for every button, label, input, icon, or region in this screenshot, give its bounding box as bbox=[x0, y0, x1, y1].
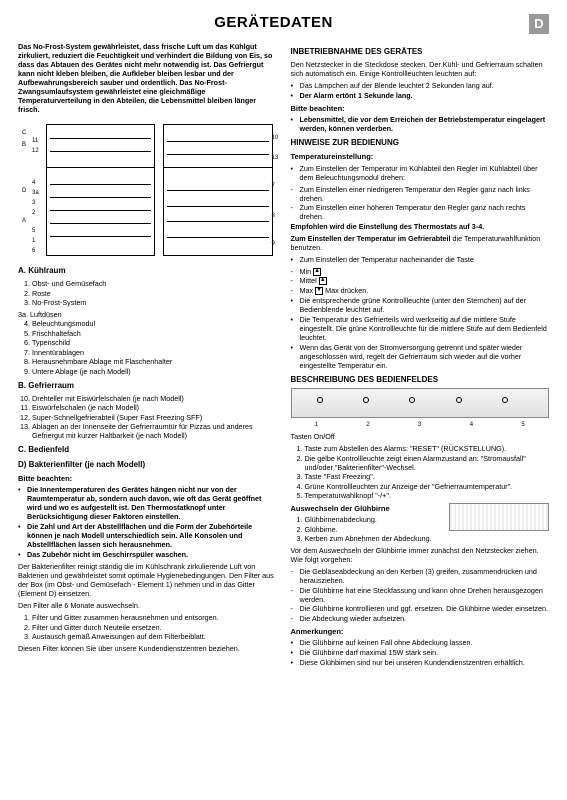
list-item: Zum Einstellen der Temperatur im Kühlabt… bbox=[291, 164, 550, 182]
list-item: Die Temperatur des Gefrierteils wird wer… bbox=[291, 315, 550, 342]
list-item: Eiswürfelschalen (je nach Modell) bbox=[32, 403, 277, 412]
tasten-h: Tasten On/Off bbox=[291, 432, 550, 441]
list-item: Mittel bbox=[291, 276, 550, 285]
list-item: Zum Einstellen einer niedrigeren Tempera… bbox=[291, 185, 550, 203]
list-item: Untere Ablage (je nach Modell) bbox=[32, 367, 277, 376]
list-item: Die Zahl und Art der Abstellflächen und … bbox=[18, 522, 277, 549]
list-item: Typenschild bbox=[32, 338, 277, 347]
filter-steps: Filter und Gitter zusammen herausnehmen … bbox=[18, 613, 277, 641]
section-a-heading: A. Kühlraum bbox=[18, 266, 277, 276]
list-item: Kerben zum Abnehmen der Abdeckung. bbox=[305, 534, 550, 543]
sec2-dash1: Zum Einstellen einer niedrigeren Tempera… bbox=[291, 185, 550, 222]
bulb-p1: Vor dem Auswechseln der Glühbirne immer … bbox=[291, 546, 550, 564]
list-item: Diese Glühbirnen sind nur bei unseren Ku… bbox=[291, 658, 550, 667]
sec1-list: Das Lämpchen auf der Blende leuchtet 2 S… bbox=[291, 81, 550, 100]
list-item: Innentürablagen bbox=[32, 348, 277, 357]
list-item: Taste zum Abstellen des Alarms: "RESET" … bbox=[305, 444, 550, 453]
sec1-note: Lebensmittel, die vor dem Erreichen der … bbox=[291, 115, 550, 133]
sec2-emp: Empfohlen wird die Einstellung des Therm… bbox=[291, 222, 550, 231]
anm-list: Die Glühbirne auf keinen Fall ohne Abdec… bbox=[291, 638, 550, 667]
list-item: Min bbox=[291, 267, 550, 276]
list-item: Der Alarm ertönt 1 Sekunde lang. bbox=[291, 91, 550, 100]
list-item: Die Innentemperaturen des Gerätes hängen… bbox=[18, 485, 277, 521]
list-item: No-Frost-System bbox=[32, 298, 277, 307]
filter-source: Diesen Filter können Sie über unsere Kun… bbox=[18, 644, 277, 653]
list-item: Die Glühbirne auf keinen Fall ohne Abdec… bbox=[291, 638, 550, 647]
list-item: Herausnehmbare Ablage mit Flaschenhalter bbox=[32, 357, 277, 366]
arrow-up-icon bbox=[319, 277, 327, 285]
list-item: Austausch gemäß Anweisungen auf dem Filt… bbox=[32, 632, 277, 641]
note-heading: Bitte beachten: bbox=[18, 474, 277, 483]
left-column: Das No-Frost-System gewährleistet, dass … bbox=[18, 42, 277, 670]
list-item: Zum Einstellen der Temperatur nacheinand… bbox=[291, 255, 550, 264]
list-item: Die Abdeckung wieder aufsetzen. bbox=[291, 614, 550, 623]
appliance-diagram: C B 11 12 D A 4 3a 3 2 5 1 6 bbox=[18, 120, 277, 260]
list-a-cont: Beleuchtungsmodul Frischhaltefach Typens… bbox=[18, 319, 277, 376]
section-c-heading: C. Bedienfeld bbox=[18, 445, 277, 455]
arrow-down-icon bbox=[315, 287, 323, 295]
list-item: Roste bbox=[32, 289, 277, 298]
list-item: Die entsprechende grüne Kontrollleuchte … bbox=[291, 296, 550, 314]
list-b: Drehteller mit Eiswürfelschalen (je nach… bbox=[18, 394, 277, 441]
list-item: Das Zubehör nicht im Geschirrspüler wasc… bbox=[18, 550, 277, 559]
list-item: Grüne Kontrollleuchten zur Anzeige der "… bbox=[305, 482, 550, 491]
list-item: Die Glühbirne darf maximal 15W stark sei… bbox=[291, 648, 550, 657]
list-item: Ablagen an der Innenseite der Gefrierrau… bbox=[32, 422, 277, 440]
bulb-diagram bbox=[449, 503, 549, 531]
intro-text: Das No-Frost-System gewährleistet, dass … bbox=[18, 42, 277, 114]
list-item: Das Lämpchen auf der Blende leuchtet 2 S… bbox=[291, 81, 550, 90]
list-item: Temperaturwahlknopf "-/+". bbox=[305, 491, 550, 500]
section-d-heading: D) Bakterienfilter (je nach Modell) bbox=[18, 460, 277, 470]
section-b-heading: B. Gefrierraum bbox=[18, 381, 277, 391]
list-item: Max Max drücken. bbox=[291, 286, 550, 295]
list-item: Die Glühbirne hat eine Steckfassung und … bbox=[291, 586, 550, 604]
list-item: Filter und Gitter zusammen herausnehmen … bbox=[32, 613, 277, 622]
panel-numbers: 1 2 3 4 5 bbox=[291, 422, 550, 430]
list-item: Die Glühbirne kontrollieren und ggf. ers… bbox=[291, 604, 550, 613]
sec3-heading: BESCHREIBUNG DES BEDIENFELDES bbox=[291, 375, 550, 385]
list-item: Obst- und Gemüsefach bbox=[32, 279, 277, 288]
list-item: Frischhaltefach bbox=[32, 329, 277, 338]
list-a: Obst- und Gemüsefach Roste No-Frost-Syst… bbox=[18, 279, 277, 307]
control-panel-diagram bbox=[291, 388, 550, 418]
list-item: Wenn das Gerät von der Stromversorgung g… bbox=[291, 343, 550, 370]
bulb-steps: Die Gebläseabdeckung an den Kerben (3) g… bbox=[291, 567, 550, 623]
list-item: Drehteller mit Eiswürfelschalen (je nach… bbox=[32, 394, 277, 403]
list-item: Beleuchtungsmodul bbox=[32, 319, 277, 328]
sec2-sub1: Temperatureinstellung: bbox=[291, 152, 550, 161]
lang-badge: D bbox=[529, 14, 549, 34]
list-item: Die Gebläseabdeckung an den Kerben (3) g… bbox=[291, 567, 550, 585]
list-item: Filter und Gitter durch Neuteile ersetze… bbox=[32, 623, 277, 632]
sec1-heading: INBETRIEBNAHME DES GERÄTES bbox=[291, 47, 550, 57]
page-title: GERÄTEDATEN bbox=[18, 14, 529, 33]
list-item: Taste "Fast Freezing". bbox=[305, 472, 550, 481]
arrow-up-icon bbox=[313, 268, 321, 276]
notes-list: Die Innentemperaturen des Gerätes hängen… bbox=[18, 485, 277, 559]
tasten-list: Taste zum Abstellen des Alarms: "RESET" … bbox=[291, 444, 550, 500]
sec2-b3: Die entsprechende grüne Kontrollleuchte … bbox=[291, 296, 550, 370]
sec1-p1: Den Netzstecker in die Steckdose stecken… bbox=[291, 60, 550, 78]
list-item: Die gelbe Kontrollleuchte zeigt einen Al… bbox=[305, 454, 550, 472]
filter-paragraph: Der Bakterienfilter reinigt ständig die … bbox=[18, 562, 277, 598]
list-item: Super-Schnellgefrierabteil (Super Fast F… bbox=[32, 413, 277, 422]
sec2-sub2: Zum Einstellen der Temperatur im Gefrier… bbox=[291, 234, 550, 252]
sec1-note-h: Bitte beachten: bbox=[291, 104, 550, 113]
list-item: Zum Einstellen einer höheren Temperatur … bbox=[291, 203, 550, 221]
sec2-heading: HINWEISE ZUR BEDIENUNG bbox=[291, 138, 550, 148]
right-column: INBETRIEBNAHME DES GERÄTES Den Netzsteck… bbox=[291, 42, 550, 670]
sec2-dash2: Min Mittel Max Max drücken. bbox=[291, 267, 550, 295]
anm-heading: Anmerkungen: bbox=[291, 627, 550, 636]
item-3a: 3a. Luftdüsen bbox=[18, 310, 277, 319]
filter-interval: Den Filter alle 6 Monate auswechseln. bbox=[18, 601, 277, 610]
